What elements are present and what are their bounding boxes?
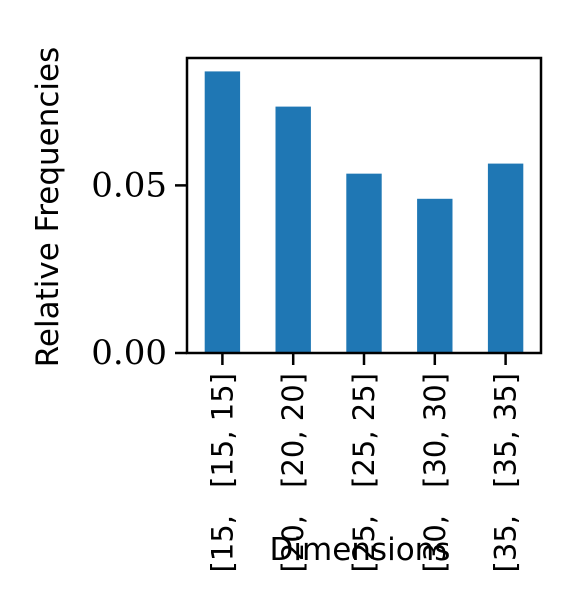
bar-2 bbox=[346, 173, 382, 353]
y-tick-label-1: 0.05 bbox=[91, 165, 167, 205]
x-tick-label-cont-0: [15, bbox=[205, 515, 239, 572]
x-tick-label-0: [15, 15] bbox=[205, 373, 239, 488]
x-axis: [15, 15] [15, [20, 20] [20, [25, 25] [25, [30,… bbox=[205, 353, 523, 572]
x-tick-label-4: [35, 35] bbox=[489, 373, 523, 488]
bar-1 bbox=[275, 106, 311, 353]
x-tick-label-1: [20, 20] bbox=[276, 373, 310, 488]
bar-4 bbox=[487, 163, 524, 353]
x-axis-label: Dimensions bbox=[270, 532, 451, 568]
bars-group bbox=[204, 71, 524, 353]
bar-0 bbox=[204, 71, 241, 353]
x-tick-label-2: [25, 25] bbox=[347, 373, 381, 488]
x-tick-label-cont-4: [35, bbox=[489, 515, 523, 572]
y-axis-label: Relative Frequencies bbox=[30, 47, 66, 368]
y-axis: 0.00 0.05 bbox=[91, 165, 187, 373]
bar-3 bbox=[417, 198, 453, 353]
y-tick-label-0: 0.00 bbox=[91, 333, 167, 373]
x-tick-label-3: [30, 30] bbox=[418, 373, 452, 488]
x-tick-label-cont-1: [20, bbox=[276, 515, 310, 572]
x-tick-label-cont-2: [25, bbox=[347, 515, 381, 572]
x-tick-label-cont-3: [30, bbox=[418, 515, 452, 572]
